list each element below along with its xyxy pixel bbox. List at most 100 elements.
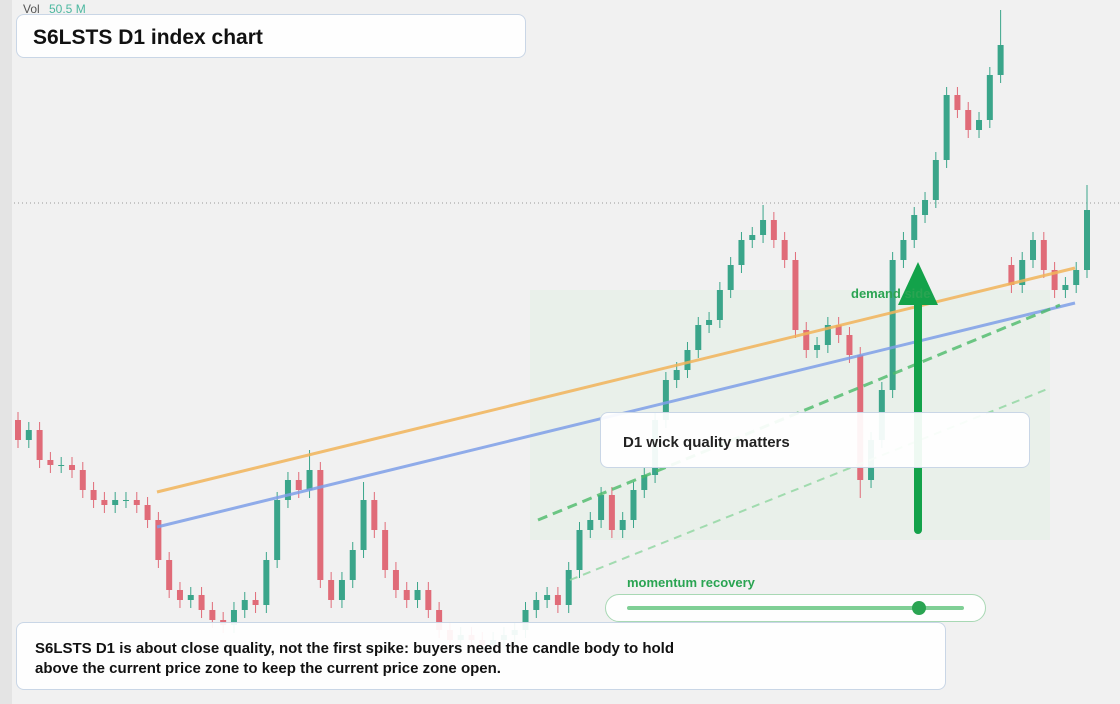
candles <box>15 10 1090 653</box>
arrow-head <box>898 262 938 305</box>
candle-body <box>349 550 356 580</box>
candle-body <box>608 495 615 530</box>
candle-body <box>198 595 205 610</box>
callout-text: D1 wick quality matters <box>623 434 790 451</box>
candle-body <box>133 500 140 505</box>
candle-body <box>932 160 939 200</box>
candle-body <box>90 490 97 500</box>
title-box: S6LSTS D1 index chart <box>16 14 526 58</box>
support-dashed-light <box>569 387 1051 581</box>
left-edge <box>0 0 12 704</box>
candle-body <box>630 490 637 520</box>
candle-body <box>1030 240 1037 260</box>
callout-box: D1 wick quality matters <box>600 412 1030 468</box>
candle-body <box>533 600 540 610</box>
candle-body <box>1019 260 1026 285</box>
candle-body <box>986 75 993 120</box>
candle-body <box>187 595 194 600</box>
candle-body <box>382 530 389 570</box>
candle-body <box>252 600 259 605</box>
candle-body <box>662 380 669 420</box>
candle-body <box>47 460 54 465</box>
candle-body <box>360 500 367 550</box>
candle-body <box>1008 265 1015 285</box>
candle-body <box>425 590 432 610</box>
candle-body <box>598 495 605 520</box>
candle-body <box>25 430 32 440</box>
candle-body <box>414 590 421 600</box>
slider-label: momentum recovery <box>627 575 755 590</box>
candle-body <box>101 500 108 505</box>
candle-body <box>155 520 162 560</box>
candle-body <box>814 345 821 350</box>
candle-body <box>144 505 151 520</box>
candle-body <box>727 265 734 290</box>
candle-body <box>436 610 443 630</box>
candle-body <box>824 325 831 345</box>
candle-body <box>36 430 43 460</box>
title: S6LSTS D1 index chart <box>33 26 263 49</box>
candle-body <box>392 570 399 590</box>
candle-body <box>112 500 119 505</box>
candle-body <box>997 45 1004 75</box>
candle-body <box>565 570 572 605</box>
slider[interactable] <box>605 594 986 622</box>
candle-body <box>684 350 691 370</box>
candle-body <box>781 240 788 260</box>
candle-body <box>295 480 302 490</box>
zone-label: demand side <box>851 286 930 301</box>
candle-body <box>716 290 723 320</box>
candle-body <box>965 110 972 130</box>
candle-body <box>889 260 896 390</box>
candle-body <box>122 500 129 501</box>
candle-body <box>576 530 583 570</box>
candle-body <box>900 240 907 260</box>
candle-body <box>306 470 313 490</box>
candle-body <box>403 590 410 600</box>
candle-body <box>1073 270 1080 285</box>
candle-body <box>68 465 75 470</box>
candle-body <box>749 235 756 240</box>
vol-value: 50.5 M <box>49 2 86 16</box>
candle-body <box>673 370 680 380</box>
candle-body <box>284 480 291 500</box>
candle-body <box>230 610 237 625</box>
candle-body <box>15 420 21 440</box>
candle-body <box>706 320 713 325</box>
candle-body <box>166 560 173 590</box>
candle-body <box>803 330 810 350</box>
candle-body <box>587 520 594 530</box>
candle-body <box>522 610 529 630</box>
candle-body <box>976 120 983 130</box>
candle-body <box>619 520 626 530</box>
candle-body <box>554 595 561 605</box>
candle-body <box>317 470 324 580</box>
candle-body <box>738 240 745 265</box>
candle-body <box>79 470 86 490</box>
candle-body <box>911 215 918 240</box>
candle-body <box>1040 240 1047 270</box>
candle-body <box>241 600 248 610</box>
slider-knob[interactable] <box>912 601 926 615</box>
candle-body <box>58 465 65 466</box>
slider-track <box>627 606 964 610</box>
candle-body <box>176 590 183 600</box>
support-dashed <box>537 303 1061 522</box>
note-text: S6LSTS D1 is about close quality, not th… <box>35 640 674 677</box>
candle-body <box>922 200 929 215</box>
candle-body <box>1062 285 1069 290</box>
candle-body <box>641 475 648 490</box>
candle-body <box>835 325 842 335</box>
vol-label: Vol <box>23 2 40 16</box>
candle-body <box>338 580 345 600</box>
candle-body <box>1051 270 1058 290</box>
candle-body <box>209 610 216 620</box>
candle-body <box>792 260 799 330</box>
candle-body <box>263 560 270 605</box>
candle-body <box>770 220 777 240</box>
candle-body <box>695 325 702 350</box>
candle-body <box>846 335 853 355</box>
candle-body <box>274 500 281 560</box>
candle-body <box>328 580 335 600</box>
